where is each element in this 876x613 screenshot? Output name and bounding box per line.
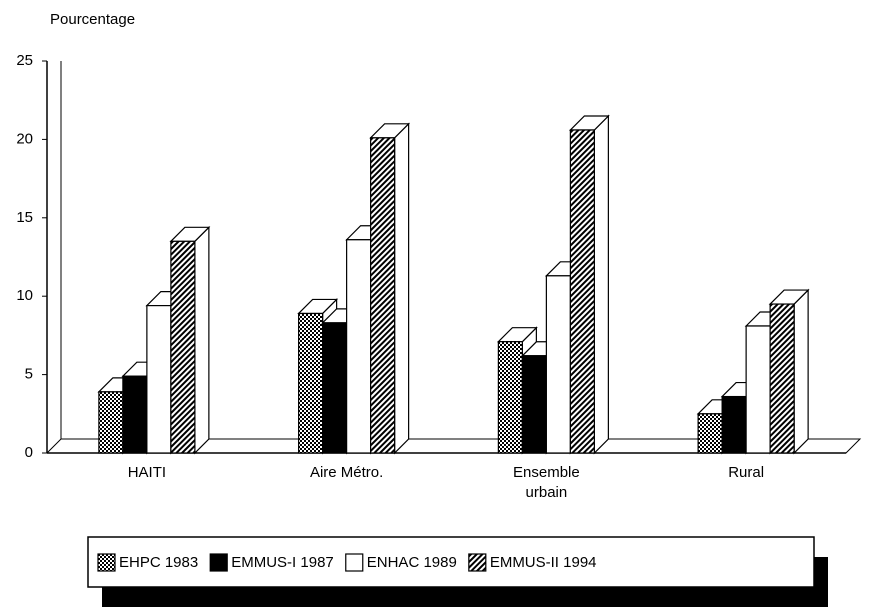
- bar-side: [194, 225, 210, 455]
- bar: [370, 137, 396, 454]
- bar: [298, 312, 324, 454]
- y-tick-label: 5: [25, 366, 33, 383]
- bar-side: [394, 122, 410, 455]
- x-tick-label: Ensemble urbain: [513, 464, 580, 501]
- legend-box: [87, 536, 815, 588]
- legend-label: EHPC 1983: [119, 554, 198, 571]
- bar: [721, 395, 747, 454]
- bar: [569, 129, 595, 454]
- y-tick-label: 15: [16, 209, 33, 226]
- bar: [697, 413, 723, 454]
- bar: [146, 305, 172, 454]
- bar: [769, 303, 795, 454]
- bar: [346, 239, 372, 454]
- y-tick-label: 20: [16, 130, 33, 147]
- bar: [745, 325, 771, 454]
- bar: [170, 240, 196, 454]
- legend-swatch: [209, 553, 228, 572]
- bar: [322, 322, 348, 454]
- bar-side: [793, 288, 809, 455]
- legend-label: EMMUS-II 1994: [490, 554, 597, 571]
- bar: [98, 391, 124, 454]
- x-tick-label: Aire Métro.: [309, 464, 384, 481]
- y-tick-label: 0: [25, 444, 33, 461]
- x-tick-label: Rural: [728, 464, 765, 481]
- x-tick-label: HAITI: [127, 464, 167, 481]
- y-tick-label: 10: [16, 287, 33, 304]
- legend-swatch: [345, 553, 364, 572]
- bar-side: [593, 114, 609, 455]
- y-tick-label: 25: [16, 52, 33, 69]
- legend-label: ENHAC 1989: [367, 554, 457, 571]
- bar: [521, 355, 547, 454]
- bar: [497, 341, 523, 454]
- bar: [122, 375, 148, 454]
- legend-swatch: [468, 553, 487, 572]
- legend-label: EMMUS-I 1987: [231, 554, 334, 571]
- legend-swatch: [97, 553, 116, 572]
- bar: [545, 275, 571, 454]
- y-axis-label: Pourcentage: [50, 11, 135, 28]
